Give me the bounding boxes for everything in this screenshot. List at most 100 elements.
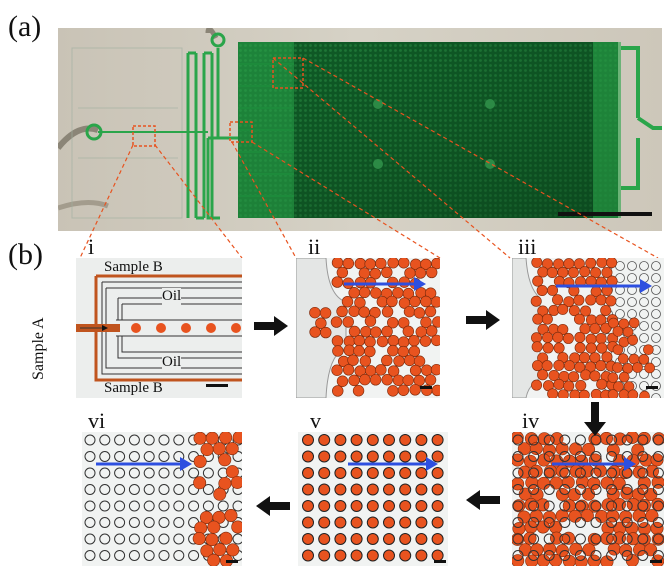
empty-well — [512, 500, 524, 512]
droplet — [424, 374, 437, 386]
empty-well — [574, 550, 586, 561]
empty-well — [528, 484, 540, 495]
droplet — [612, 344, 624, 355]
droplet — [398, 258, 410, 269]
droplet — [219, 432, 233, 445]
filled-well — [399, 533, 412, 545]
panel-i-junction: Sample B Oil Oil Sample B — [76, 258, 242, 398]
droplet — [595, 360, 607, 372]
empty-well — [114, 517, 126, 528]
empty-well — [114, 434, 126, 446]
droplet — [530, 295, 542, 307]
empty-well — [99, 550, 111, 561]
empty-well — [202, 467, 214, 479]
empty-well — [99, 484, 111, 495]
right-arrow-icon — [466, 310, 500, 330]
droplet — [644, 543, 658, 557]
droplet — [541, 258, 553, 270]
droplet — [569, 389, 581, 398]
droplet — [408, 345, 421, 358]
empty-well — [590, 533, 602, 545]
droplet — [585, 342, 597, 354]
droplet — [387, 365, 400, 377]
droplet — [402, 325, 415, 338]
filled-well — [334, 483, 347, 496]
droplet — [192, 532, 206, 546]
droplet — [544, 464, 558, 478]
empty-well — [114, 467, 126, 479]
droplet — [376, 335, 389, 348]
scale-bar-icon — [646, 386, 658, 389]
empty-well — [627, 273, 637, 283]
droplet — [525, 476, 539, 490]
empty-well — [99, 451, 111, 462]
droplet — [638, 522, 652, 536]
empty-well — [652, 500, 664, 512]
filled-well — [350, 549, 363, 562]
droplet — [364, 315, 377, 327]
droplet — [532, 360, 544, 372]
empty-well — [606, 550, 618, 561]
empty-well — [202, 484, 214, 495]
empty-well — [590, 550, 602, 561]
filled-well — [366, 516, 379, 529]
flow-arrow-head — [426, 457, 438, 471]
filled-well — [399, 500, 412, 512]
filled-well — [431, 483, 444, 496]
droplet — [392, 374, 405, 386]
droplet — [200, 443, 214, 457]
filled-well — [366, 483, 379, 496]
droplet — [387, 334, 400, 347]
droplet — [562, 332, 574, 344]
droplet — [381, 325, 393, 338]
empty-well — [559, 451, 571, 462]
panel-ii-droplets — [296, 258, 440, 398]
droplet — [381, 354, 393, 367]
droplet — [381, 374, 393, 386]
empty-well — [574, 500, 586, 512]
empty-well — [128, 451, 140, 462]
empty-well — [188, 467, 200, 479]
empty-well — [559, 467, 571, 479]
droplet — [553, 342, 565, 354]
panel-vi-array — [82, 432, 242, 566]
oil-top-label: Oil — [162, 288, 182, 305]
empty-well — [158, 533, 170, 545]
empty-well — [158, 434, 170, 446]
droplet — [212, 442, 226, 456]
empty-well — [84, 550, 96, 561]
filled-well — [334, 450, 347, 463]
droplet — [425, 266, 438, 279]
droplet — [531, 379, 543, 391]
droplet — [403, 354, 416, 367]
empty-well — [639, 297, 649, 307]
droplet — [585, 294, 597, 306]
droplet — [430, 363, 440, 376]
empty-well — [99, 517, 111, 528]
droplet — [529, 464, 543, 478]
droplet — [567, 266, 579, 278]
droplet — [606, 258, 618, 269]
flow-arrow-head — [624, 457, 636, 471]
empty-well — [158, 517, 170, 528]
filled-well — [350, 516, 363, 529]
droplet — [557, 303, 569, 315]
empty-well — [621, 550, 633, 561]
empty-well — [512, 451, 524, 462]
droplet — [574, 331, 586, 343]
filled-well — [350, 533, 363, 545]
droplet — [309, 326, 321, 338]
empty-well — [651, 357, 661, 367]
droplet — [332, 345, 344, 357]
filled-well — [383, 500, 395, 512]
droplet — [213, 543, 227, 557]
droplet — [403, 305, 416, 318]
empty-well — [639, 309, 649, 319]
droplet — [627, 334, 639, 346]
droplet — [574, 342, 586, 354]
filled-well — [334, 516, 347, 529]
filled-well — [318, 549, 331, 562]
empty-well — [158, 500, 170, 512]
filled-well — [399, 434, 412, 446]
empty-well — [84, 533, 96, 545]
